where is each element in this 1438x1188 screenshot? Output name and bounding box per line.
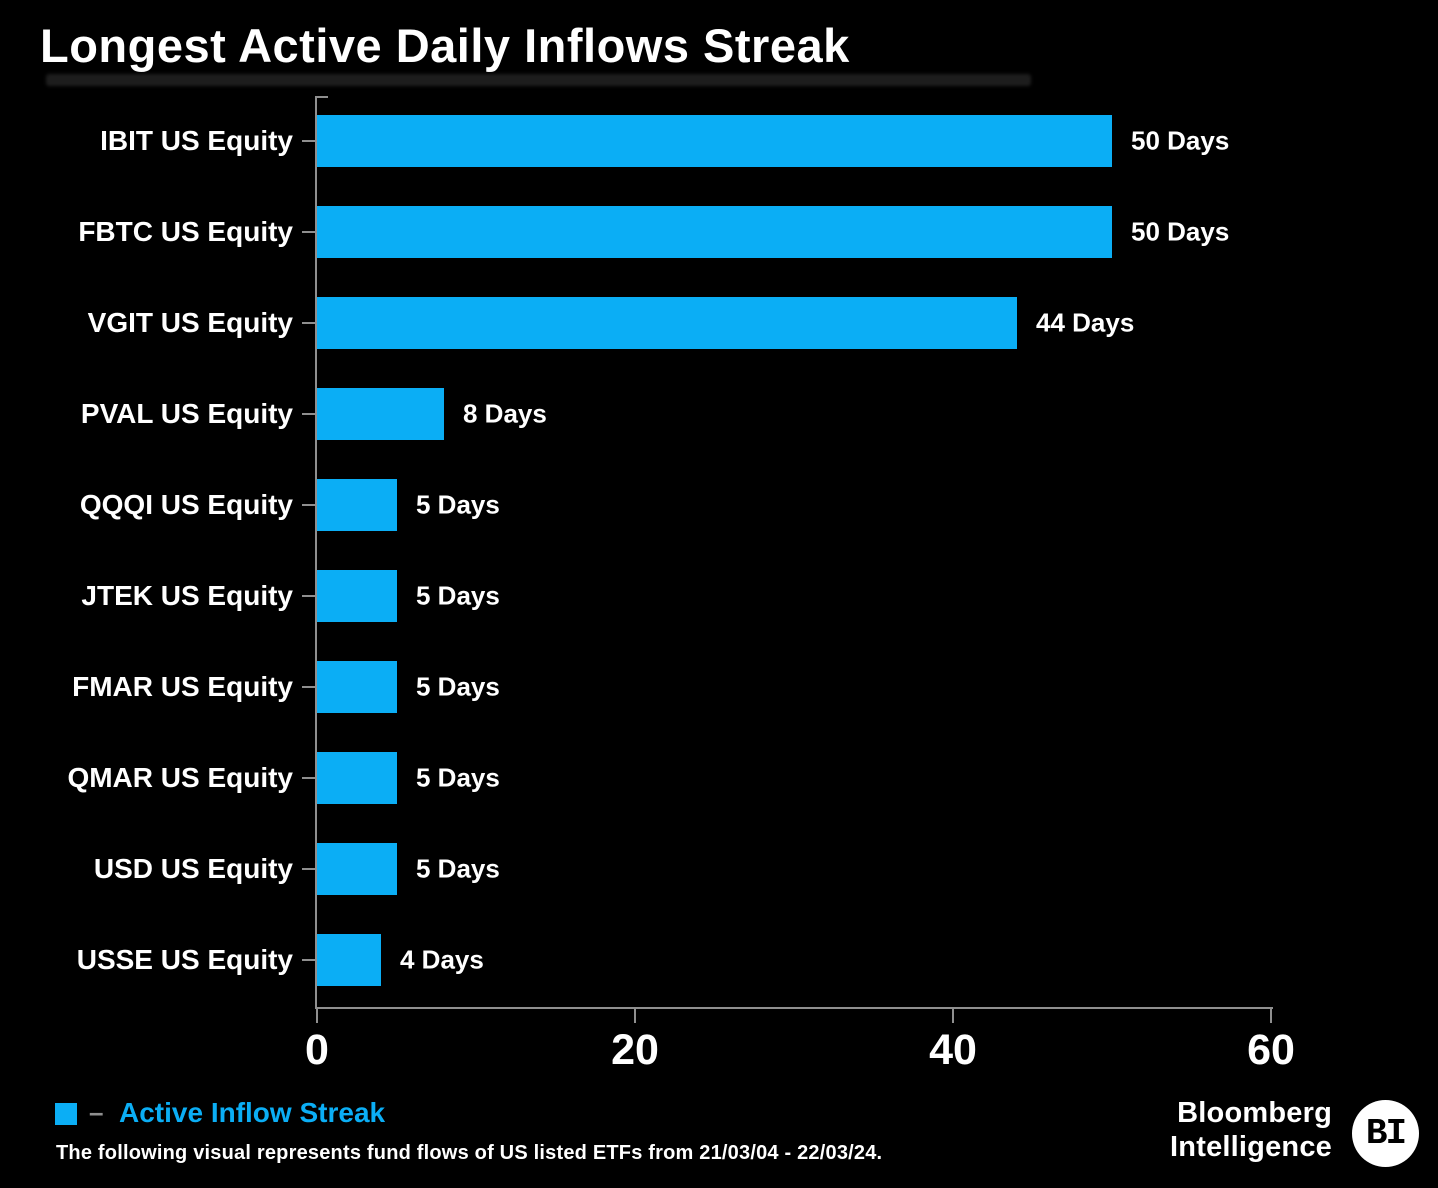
streak-bar — [317, 297, 1017, 349]
bar-value-label: 5 Days — [416, 489, 500, 520]
chart-title: Longest Active Daily Inflows Streak — [40, 19, 850, 72]
x-axis-line — [315, 1007, 1273, 1009]
bar-row: FMAR US Equity 5 Days — [0, 661, 1438, 713]
streak-bar — [317, 388, 444, 440]
x-tick-label: 40 — [929, 1026, 977, 1074]
x-tick-label: 20 — [611, 1026, 659, 1074]
y-axis-line — [315, 96, 317, 1009]
y-tick-mark — [302, 959, 315, 961]
brand-line1: Bloomberg — [1177, 1097, 1332, 1129]
streak-bar — [317, 479, 397, 531]
legend-swatch — [55, 1103, 77, 1125]
bar-row: PVAL US Equity 8 Days — [0, 388, 1438, 440]
x-tick-mark — [634, 1007, 636, 1023]
bar-row: USSE US Equity 4 Days — [0, 934, 1438, 986]
bar-value-label: 4 Days — [400, 944, 484, 975]
x-tick-label: 0 — [305, 1026, 329, 1074]
x-tick-mark — [316, 1007, 318, 1023]
y-tick-mark — [302, 231, 315, 233]
x-tick-mark — [1270, 1007, 1272, 1023]
y-tick-mark — [302, 504, 315, 506]
footnote: The following visual represents fund flo… — [56, 1142, 883, 1164]
bar-value-label: 5 Days — [416, 853, 500, 884]
y-tick-mark — [302, 777, 315, 779]
y-tick-mark — [302, 686, 315, 688]
bar-value-label: 5 Days — [416, 580, 500, 611]
category-label: QQQI US Equity — [79, 489, 293, 520]
bar-row: QQQI US Equity 5 Days — [0, 479, 1438, 531]
streak-bar — [317, 843, 397, 895]
bloomberg-intelligence-logo: Bloomberg Intelligence — [1170, 1096, 1332, 1164]
legend-dash: – — [89, 1097, 104, 1127]
x-tick-label: 60 — [1247, 1026, 1295, 1074]
category-label: PVAL US Equity — [80, 398, 293, 429]
bi-badge-icon: BI — [1352, 1100, 1419, 1167]
legend-label: Active Inflow Streak — [119, 1097, 386, 1128]
bar-row: FBTC US Equity 50 Days — [0, 206, 1438, 258]
x-tick-mark — [952, 1007, 954, 1023]
y-tick-mark — [302, 868, 315, 870]
bar-value-label: 50 Days — [1131, 216, 1230, 247]
subtitle-redacted-smudge — [46, 74, 1031, 86]
y-axis-top-tick — [315, 96, 328, 98]
bar-value-label: 5 Days — [416, 671, 500, 702]
category-label: QMAR US Equity — [67, 762, 293, 793]
bar-value-label: 50 Days — [1131, 125, 1230, 156]
bar-row: JTEK US Equity 5 Days — [0, 570, 1438, 622]
category-label: JTEK US Equity — [81, 580, 293, 611]
y-tick-mark — [302, 322, 315, 324]
y-tick-mark — [302, 140, 315, 142]
category-label: FMAR US Equity — [72, 671, 293, 702]
bar-value-label: 8 Days — [463, 398, 547, 429]
streak-bar — [317, 752, 397, 804]
y-tick-mark — [302, 413, 315, 415]
y-tick-mark — [302, 595, 315, 597]
bar-value-label: 5 Days — [416, 762, 500, 793]
category-label: USSE US Equity — [76, 944, 293, 975]
bar-row: QMAR US Equity 5 Days — [0, 752, 1438, 804]
streak-bar — [317, 661, 397, 713]
streak-bar — [317, 570, 397, 622]
streak-bar — [317, 206, 1112, 258]
streak-bar — [317, 934, 381, 986]
bi-badge-text: BI — [1365, 1113, 1407, 1154]
category-label: FBTC US Equity — [78, 216, 293, 247]
brand-line2: Intelligence — [1170, 1131, 1332, 1163]
bar-row: IBIT US Equity 50 Days — [0, 115, 1438, 167]
bar-row: USD US Equity 5 Days — [0, 843, 1438, 895]
bar-value-label: 44 Days — [1036, 307, 1135, 338]
category-label: IBIT US Equity — [100, 125, 293, 156]
bar-row: VGIT US Equity 44 Days — [0, 297, 1438, 349]
category-label: VGIT US Equity — [87, 307, 293, 338]
streak-bar — [317, 115, 1112, 167]
category-label: USD US Equity — [93, 853, 293, 884]
